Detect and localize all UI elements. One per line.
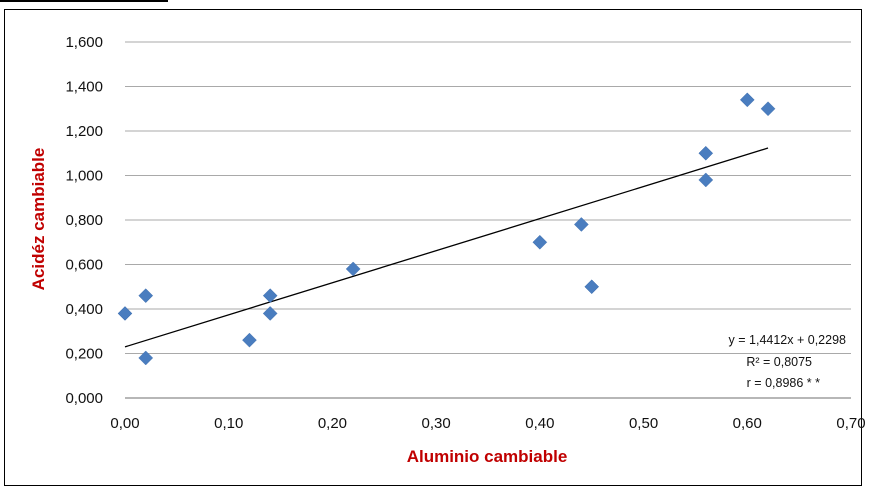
x-axis-title: Aluminio cambiable xyxy=(407,447,568,466)
y-tick-label: 1,000 xyxy=(65,168,103,185)
x-tick-labels: 0,00 0,10 0,20 0,30 0,40 0,50 0,60 0,70 xyxy=(110,415,865,432)
gridlines xyxy=(125,41,851,399)
top-border-segment xyxy=(0,0,168,2)
x-tick-label: 0,40 xyxy=(525,415,554,432)
r-squared-text: R² = 0,8075 xyxy=(746,355,812,369)
x-tick-label: 0,10 xyxy=(214,415,243,432)
y-tick-label: 1,400 xyxy=(65,79,103,96)
data-point xyxy=(573,217,589,232)
y-tick-labels: 0,000 0,200 0,400 0,600 0,800 1,000 1,200 1,400… xyxy=(65,34,103,407)
data-point xyxy=(698,145,714,161)
data-point xyxy=(117,306,133,321)
y-tick-label: 0,800 xyxy=(65,212,103,229)
x-tick-label: 0,20 xyxy=(318,415,347,432)
y-tick-label: 0,400 xyxy=(65,301,103,318)
data-point xyxy=(242,332,257,348)
trendline-equation: y = 1,4412x + 0,2298 R² = 0,8075 r = 0,8… xyxy=(729,333,847,390)
x-tick-label: 0,00 xyxy=(110,415,139,432)
trendline-group xyxy=(124,147,769,348)
y-tick-label: 1,200 xyxy=(65,123,103,140)
y-tick-label: 1,600 xyxy=(65,34,103,51)
data-point xyxy=(532,234,548,250)
x-tick-label: 0,30 xyxy=(422,415,451,432)
trendline xyxy=(124,147,769,348)
chart-area xyxy=(4,9,862,486)
data-point xyxy=(262,306,278,321)
data-point xyxy=(739,92,755,108)
r-text: r = 0,8986 * * xyxy=(747,376,820,390)
data-point xyxy=(138,350,154,366)
x-tick-label: 0,70 xyxy=(836,415,865,432)
data-point xyxy=(760,101,776,117)
data-points xyxy=(117,92,776,366)
y-tick-label: 0,600 xyxy=(65,257,103,274)
x-tick-label: 0,50 xyxy=(629,415,658,432)
y-tick-label: 0,200 xyxy=(65,346,103,363)
y-axis-title: Acidéz cambiable xyxy=(29,148,48,291)
data-point xyxy=(584,279,600,295)
data-point xyxy=(262,288,278,304)
x-tick-label: 0,60 xyxy=(733,415,762,432)
y-tick-label: 0,000 xyxy=(65,390,103,407)
equation-text: y = 1,4412x + 0,2298 xyxy=(729,333,847,347)
data-point xyxy=(138,288,154,304)
data-point xyxy=(698,172,714,188)
data-point xyxy=(345,261,361,277)
